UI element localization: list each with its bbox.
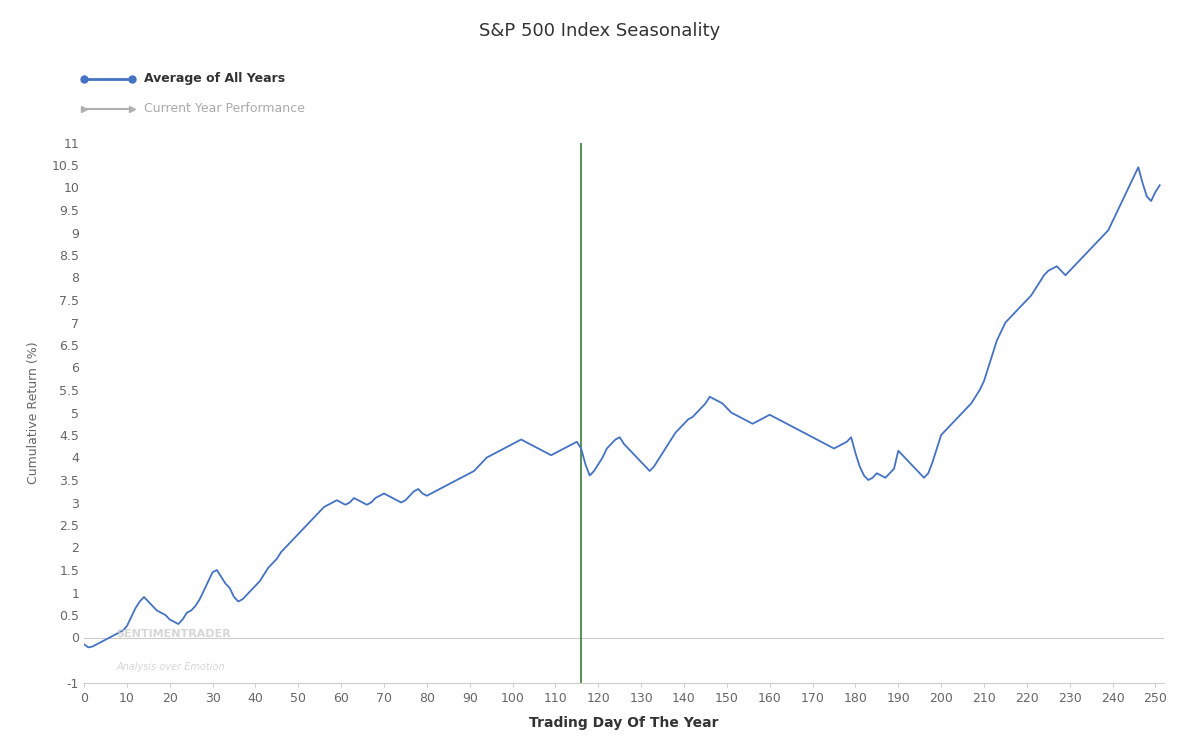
X-axis label: Trading Day Of The Year: Trading Day Of The Year — [529, 716, 719, 730]
Text: Average of All Years: Average of All Years — [144, 72, 286, 86]
Text: S&P 500 Index Seasonality: S&P 500 Index Seasonality — [479, 22, 721, 40]
Text: Current Year Performance: Current Year Performance — [144, 102, 305, 116]
Text: SENTIMENTRADER: SENTIMENTRADER — [116, 629, 232, 639]
Y-axis label: Cumulative Return (%): Cumulative Return (%) — [28, 341, 40, 484]
Text: Analysis over Emotion: Analysis over Emotion — [116, 662, 226, 672]
